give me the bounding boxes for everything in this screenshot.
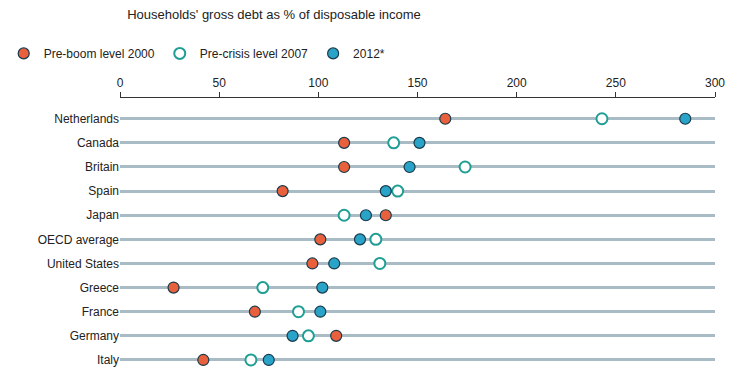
svg-text:2012*: 2012* (353, 47, 385, 61)
svg-text:50: 50 (212, 76, 226, 90)
svg-text:Greece: Greece (80, 281, 120, 295)
svg-text:Pre-boom level 2000: Pre-boom level 2000 (44, 47, 155, 61)
svg-text:250: 250 (606, 76, 626, 90)
svg-text:150: 150 (407, 76, 427, 90)
svg-text:0: 0 (117, 76, 124, 90)
svg-text:United States: United States (47, 257, 119, 271)
svg-text:France: France (82, 305, 120, 319)
svg-text:Spain: Spain (88, 184, 119, 198)
svg-text:Netherlands: Netherlands (54, 112, 119, 126)
svg-text:Canada: Canada (77, 136, 119, 150)
svg-text:Italy: Italy (97, 353, 119, 367)
svg-text:300: 300 (705, 76, 725, 90)
svg-text:Households' gross debt as % of: Households' gross debt as % of disposabl… (127, 7, 421, 22)
svg-text:100: 100 (308, 76, 328, 90)
svg-text:Japan: Japan (86, 208, 119, 222)
svg-text:Germany: Germany (70, 329, 119, 343)
svg-text:OECD average: OECD average (38, 233, 120, 247)
svg-text:Pre-crisis level 2007: Pre-crisis level 2007 (200, 47, 308, 61)
svg-text:Britain: Britain (85, 160, 119, 174)
svg-text:200: 200 (507, 76, 527, 90)
